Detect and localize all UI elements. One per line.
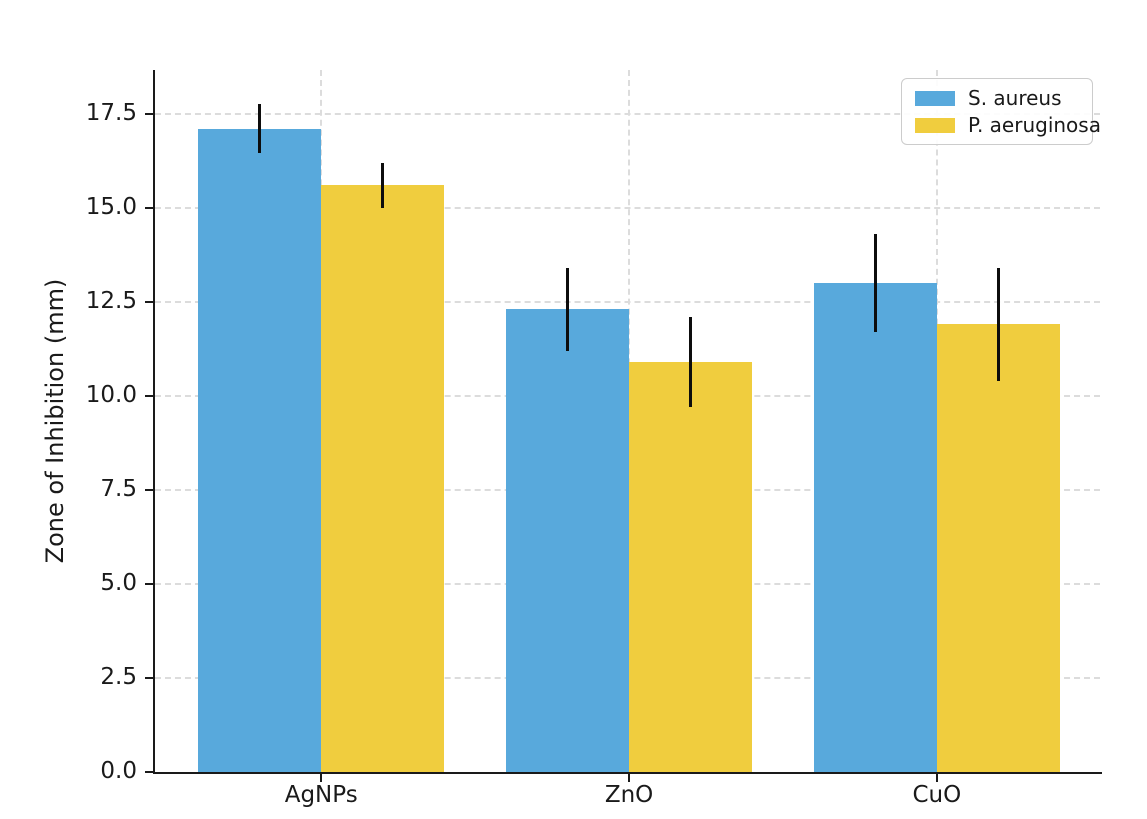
legend: S. aureus P. aeruginosa [901, 78, 1101, 145]
y-tick-label: 10.0 [85, 381, 137, 408]
y-tick-mark [145, 206, 153, 209]
y-tick-label: 15.0 [85, 193, 137, 220]
legend-item: P. aeruginosa [915, 115, 1101, 135]
error-bar [996, 267, 1000, 381]
x-tick-mark [935, 774, 938, 782]
y-tick-mark [145, 676, 153, 679]
x-tick-mark [628, 774, 631, 782]
y-tick-label: 0.0 [100, 758, 137, 784]
legend-label: S. aureus [968, 86, 1062, 110]
bar-p-aeruginosa-cuo [936, 324, 1060, 772]
y-tick-mark [145, 582, 153, 585]
error-bar [689, 316, 693, 408]
y-tick-label: 5.0 [100, 569, 137, 596]
error-bar [873, 234, 877, 332]
y-tick-label: 7.5 [100, 475, 137, 502]
y-tick-mark [145, 488, 153, 491]
y-tick-mark [145, 771, 153, 773]
y-tick-label: 17.5 [85, 99, 137, 126]
error-bar [258, 104, 262, 154]
legend-item: S. aureus [915, 88, 1080, 108]
bar-s-aureus-zno [505, 309, 630, 772]
y-tick-mark [145, 112, 153, 115]
error-bar [381, 162, 385, 208]
y-tick-label: 2.5 [100, 663, 137, 690]
bar-p-aeruginosa-agnps [321, 185, 445, 772]
y-tick-mark [145, 394, 153, 397]
h-gridline [155, 206, 1100, 209]
error-bar [565, 267, 569, 351]
legend-swatch-p-aeruginosa [915, 117, 955, 133]
legend-label: P. aeruginosa [968, 113, 1101, 137]
x-tick-label: AgNPs [284, 782, 358, 808]
plot-area [155, 70, 1100, 772]
bar-s-aureus-cuo [813, 282, 937, 772]
h-gridline [155, 112, 1100, 115]
x-axis-spine [153, 772, 1102, 774]
y-tick-mark [145, 300, 153, 303]
y-axis-title: Zone of Inhibition (mm) [41, 278, 69, 564]
bar-s-aureus-agnps [198, 128, 322, 772]
y-axis-spine [153, 70, 155, 774]
h-gridline [155, 300, 1100, 303]
legend-swatch-s-aureus [915, 90, 955, 106]
x-tick-label: ZnO [604, 782, 654, 808]
x-tick-mark [320, 774, 323, 782]
y-tick-label: 12.5 [85, 287, 137, 314]
x-tick-label: CuO [912, 782, 962, 808]
bar-p-aeruginosa-zno [629, 361, 753, 772]
